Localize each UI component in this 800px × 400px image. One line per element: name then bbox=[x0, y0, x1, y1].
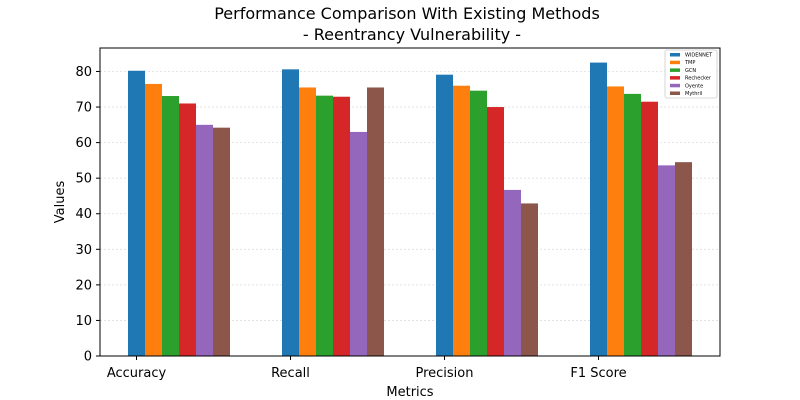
bar-oyente-recall bbox=[350, 131, 367, 356]
legend-swatch bbox=[670, 60, 680, 65]
y-tick-label: 50 bbox=[75, 172, 92, 187]
y-tick-label: 10 bbox=[75, 314, 92, 329]
bars bbox=[128, 62, 692, 357]
x-tick-label: Accuracy bbox=[107, 366, 167, 381]
y-tick-label: 70 bbox=[75, 101, 92, 116]
bar-oyente-accuracy bbox=[196, 124, 213, 356]
legend-label: WIDENNET bbox=[685, 53, 713, 59]
plot-area-frame bbox=[99, 47, 721, 357]
bar-gcn-accuracy bbox=[162, 96, 179, 356]
bar-mythril-recall bbox=[367, 87, 384, 356]
bar-tmp-precision bbox=[453, 85, 470, 356]
bar-gcn-recall bbox=[316, 95, 333, 356]
bar-rechecker-f1-score bbox=[641, 101, 658, 356]
bar-widennet-recall bbox=[282, 69, 299, 357]
y-axis-label: Values bbox=[53, 181, 68, 224]
chart-subtitle: - Reentrancy Vulnerability - bbox=[303, 25, 521, 44]
y-tick-label: 20 bbox=[75, 278, 92, 293]
bar-tmp-recall bbox=[299, 87, 316, 356]
legend-label: TMP bbox=[684, 60, 695, 66]
x-tick-label: Recall bbox=[271, 366, 310, 381]
bar-rechecker-precision bbox=[487, 107, 504, 356]
bar-mythril-f1-score bbox=[675, 162, 692, 356]
bar-mythril-precision bbox=[521, 203, 538, 356]
legend-swatch bbox=[670, 76, 680, 80]
bar-oyente-f1-score bbox=[658, 165, 675, 356]
x-axis-ticks: Accuracy Recall Precision F1 Score bbox=[107, 356, 627, 381]
y-tick-label: 40 bbox=[75, 207, 92, 222]
legend-label: Mythril bbox=[685, 91, 702, 97]
y-tick-label: 80 bbox=[75, 65, 92, 80]
legend-swatch bbox=[670, 53, 680, 57]
bar-widennet-f1-score bbox=[590, 62, 607, 357]
legend-swatch bbox=[670, 68, 680, 72]
bar-rechecker-accuracy bbox=[179, 103, 196, 356]
y-tick-label: 60 bbox=[75, 136, 92, 151]
x-axis-label: Metrics bbox=[386, 385, 433, 400]
bar-tmp-accuracy bbox=[145, 83, 162, 356]
y-tick-label: 0 bbox=[84, 350, 92, 365]
x-tick-label: Precision bbox=[415, 366, 473, 381]
legend-swatch bbox=[670, 91, 680, 95]
chart-title: Performance Comparison With Existing Met… bbox=[214, 4, 600, 23]
bar-tmp-f1-score bbox=[607, 86, 624, 357]
bar-mythril-accuracy bbox=[213, 127, 230, 356]
legend-label: GCN bbox=[685, 68, 696, 74]
bar-gcn-precision bbox=[470, 90, 487, 356]
legend-swatch bbox=[670, 83, 680, 88]
bar-gcn-f1-score bbox=[624, 93, 641, 356]
legend-label: Rechecker bbox=[685, 76, 712, 82]
y-axis-ticks: 0 10 20 30 40 50 60 70 80 bbox=[75, 65, 100, 365]
y-tick-label: 30 bbox=[75, 243, 92, 258]
legend-label: Oyente bbox=[685, 83, 703, 89]
bar-widennet-precision bbox=[436, 74, 453, 356]
x-tick-label: F1 Score bbox=[570, 366, 626, 381]
bar-oyente-precision bbox=[504, 189, 521, 356]
bar-rechecker-recall bbox=[333, 96, 350, 357]
bar-widennet-accuracy bbox=[128, 70, 145, 357]
